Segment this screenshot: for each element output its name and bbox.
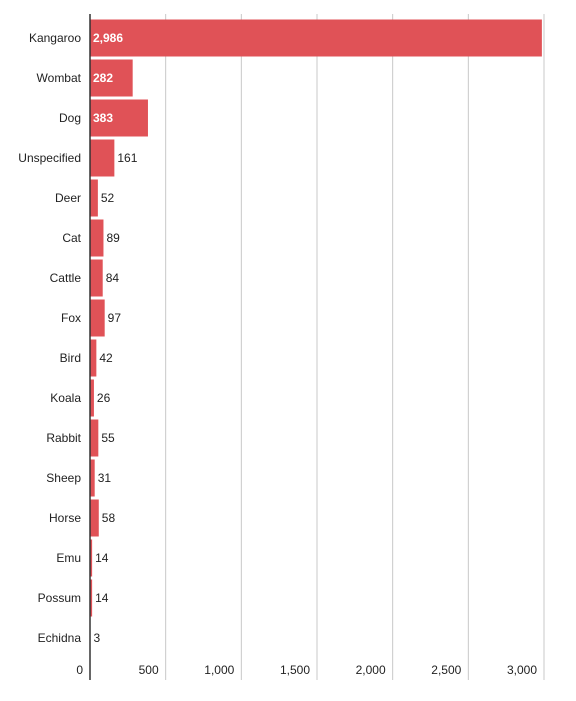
- y-tick-label: Wombat: [37, 71, 82, 85]
- x-tick-label: 1,000: [204, 663, 234, 677]
- x-tick-label: 500: [139, 663, 159, 677]
- bar: [90, 179, 98, 217]
- y-tick-label: Unspecified: [18, 151, 81, 165]
- y-tick-label: Kangaroo: [29, 31, 81, 45]
- y-tick-label: Echidna: [38, 631, 82, 645]
- bar: [90, 339, 97, 377]
- x-tick-label: 1,500: [280, 663, 310, 677]
- bar: [90, 459, 95, 497]
- value-label: 97: [108, 311, 122, 325]
- x-tick-label: 2,000: [356, 663, 386, 677]
- value-label: 55: [101, 431, 115, 445]
- y-tick-label: Cattle: [50, 271, 82, 285]
- value-label: 58: [102, 511, 116, 525]
- value-label: 42: [99, 351, 113, 365]
- bar: [90, 219, 104, 257]
- y-tick-label: Dog: [59, 111, 81, 125]
- value-label: 26: [97, 391, 111, 405]
- bar: [90, 379, 94, 417]
- value-label: 14: [95, 591, 109, 605]
- x-tick-label: 0: [76, 663, 83, 677]
- bar: [90, 299, 105, 337]
- value-label: 3: [93, 631, 100, 645]
- y-tick-label: Koala: [50, 391, 81, 405]
- value-label: 2,986: [93, 31, 123, 45]
- x-tick-label: 2,500: [431, 663, 461, 677]
- y-tick-label: Emu: [56, 551, 81, 565]
- bar: [90, 259, 103, 297]
- value-label: 89: [106, 231, 120, 245]
- y-tick-label: Bird: [60, 351, 81, 365]
- bar: [90, 499, 99, 537]
- y-tick-label: Sheep: [46, 471, 81, 485]
- value-label: 161: [117, 151, 137, 165]
- y-tick-label: Deer: [55, 191, 81, 205]
- y-tick-label: Fox: [61, 311, 81, 325]
- x-tick-label: 3,000: [507, 663, 537, 677]
- bar: [90, 99, 148, 137]
- value-label: 52: [101, 191, 115, 205]
- bar: [90, 419, 99, 457]
- value-label: 14: [95, 551, 109, 565]
- value-label: 84: [106, 271, 120, 285]
- y-tick-label: Possum: [38, 591, 81, 605]
- bar: [90, 59, 133, 97]
- value-label: 282: [93, 71, 113, 85]
- bar: [90, 579, 93, 617]
- value-label: 383: [93, 111, 113, 125]
- y-tick-label: Horse: [49, 511, 81, 525]
- value-label: 31: [98, 471, 112, 485]
- y-tick-label: Rabbit: [46, 431, 81, 445]
- bar: [90, 539, 93, 577]
- bar: [90, 19, 542, 57]
- y-tick-label: Cat: [62, 231, 81, 245]
- bar: [90, 139, 115, 177]
